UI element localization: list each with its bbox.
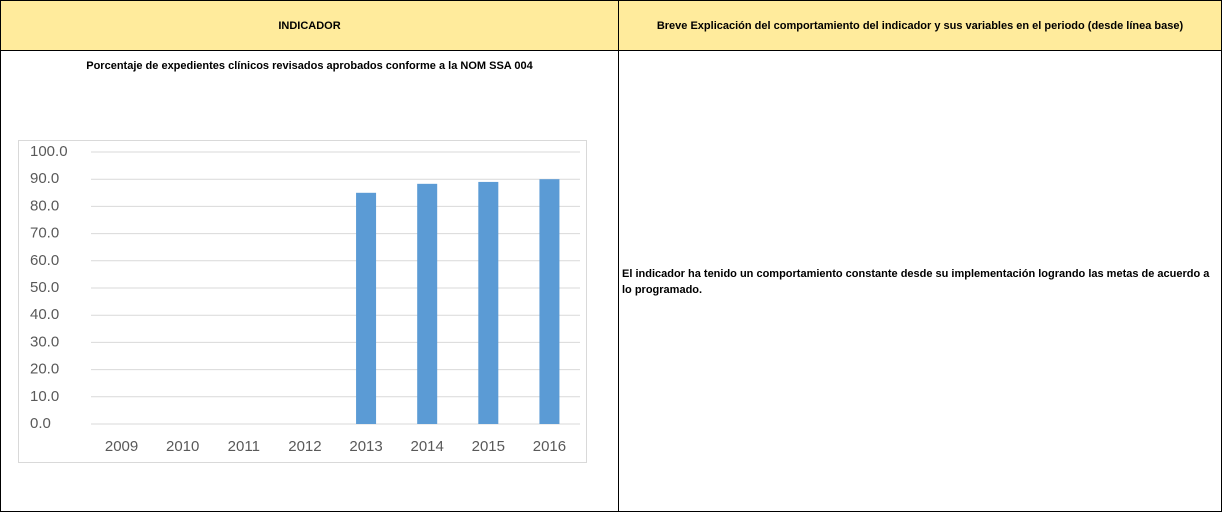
bar <box>417 183 438 424</box>
y-tick-label: 0.0 <box>30 415 51 432</box>
y-tick-label: 80.0 <box>30 197 59 214</box>
y-tick-label: 20.0 <box>30 361 59 378</box>
y-tick-label: 10.0 <box>30 388 59 405</box>
chart-frame <box>18 140 587 463</box>
x-tick-label: 2014 <box>411 438 444 455</box>
x-tick-label: 2016 <box>533 438 566 455</box>
x-tick-label: 2013 <box>349 438 382 455</box>
explanation-text: El indicador ha tenido un comportamiento… <box>622 268 1210 296</box>
y-tick-label: 70.0 <box>30 225 59 242</box>
bar <box>539 179 560 424</box>
y-tick-label: 50.0 <box>30 279 59 296</box>
y-tick-label: 100.0 <box>30 143 68 160</box>
y-tick-label: 40.0 <box>30 306 59 323</box>
x-tick-label: 2009 <box>105 438 138 455</box>
x-tick-label: 2012 <box>288 438 321 455</box>
indicator-title: Porcentaje de expedientes clínicos revis… <box>86 60 533 72</box>
header-indicator: INDICADOR <box>0 0 619 51</box>
x-tick-label: 2011 <box>228 438 260 455</box>
bar <box>478 181 499 424</box>
x-tick-label: 2015 <box>472 438 505 455</box>
x-tick-label: 2010 <box>166 438 199 455</box>
y-tick-label: 60.0 <box>30 252 59 269</box>
y-tick-label: 30.0 <box>30 333 59 350</box>
y-tick-label: 90.0 <box>30 170 59 187</box>
bar <box>356 192 377 424</box>
header-explanation: Breve Explicación del comportamiento del… <box>618 0 1222 51</box>
